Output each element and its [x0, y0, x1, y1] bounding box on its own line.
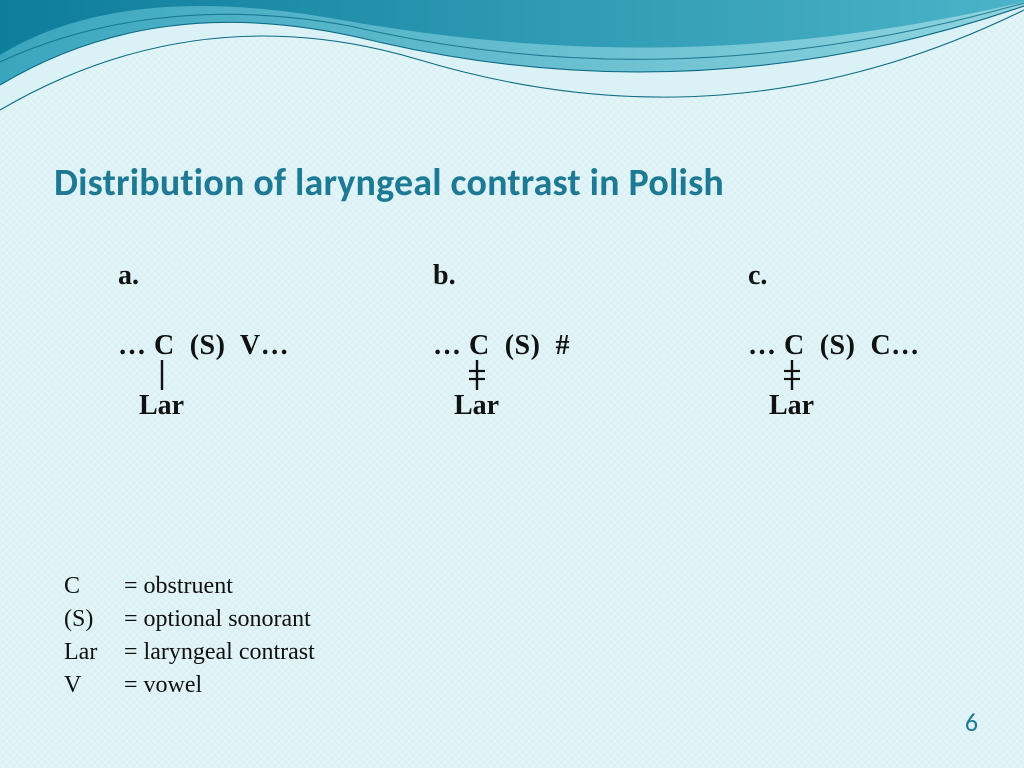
- legend-row: (S) = optional sonorant: [64, 603, 315, 636]
- connector: [748, 362, 953, 390]
- case-lar: Lar: [118, 390, 323, 422]
- case-label: a.: [118, 260, 323, 292]
- legend-row: V = vowel: [64, 669, 315, 702]
- legend-row: Lar = laryngeal contrast: [64, 636, 315, 669]
- page-number: 6: [965, 706, 978, 738]
- case-label: c.: [748, 260, 953, 292]
- slide-content: Distribution of laryngeal contrast in Po…: [0, 0, 1024, 422]
- case-a: a. … C (S) V… Lar: [118, 260, 323, 422]
- connector: [433, 362, 638, 390]
- legend-symbol: (S): [64, 603, 124, 636]
- legend-symbol: V: [64, 669, 124, 702]
- legend-definition: = vowel: [124, 669, 202, 702]
- case-lar: Lar: [748, 390, 953, 422]
- connector: [118, 362, 323, 390]
- cases-row: a. … C (S) V… Lar b. … C (S) # Lar c. … …: [0, 260, 1024, 422]
- legend: C = obstruent (S) = optional sonorant La…: [64, 570, 315, 702]
- case-segments: … C (S) C…: [748, 330, 953, 362]
- legend-definition: = optional sonorant: [124, 603, 311, 636]
- legend-symbol: Lar: [64, 636, 124, 669]
- case-segments: … C (S) #: [433, 330, 638, 362]
- case-b: b. … C (S) # Lar: [433, 260, 638, 422]
- case-segments: … C (S) V…: [118, 330, 323, 362]
- legend-definition: = laryngeal contrast: [124, 636, 315, 669]
- legend-symbol: C: [64, 570, 124, 603]
- legend-definition: = obstruent: [124, 570, 233, 603]
- legend-row: C = obstruent: [64, 570, 315, 603]
- case-c: c. … C (S) C… Lar: [748, 260, 953, 422]
- slide-title: Distribution of laryngeal contrast in Po…: [0, 160, 1024, 206]
- case-lar: Lar: [433, 390, 638, 422]
- case-label: b.: [433, 260, 638, 292]
